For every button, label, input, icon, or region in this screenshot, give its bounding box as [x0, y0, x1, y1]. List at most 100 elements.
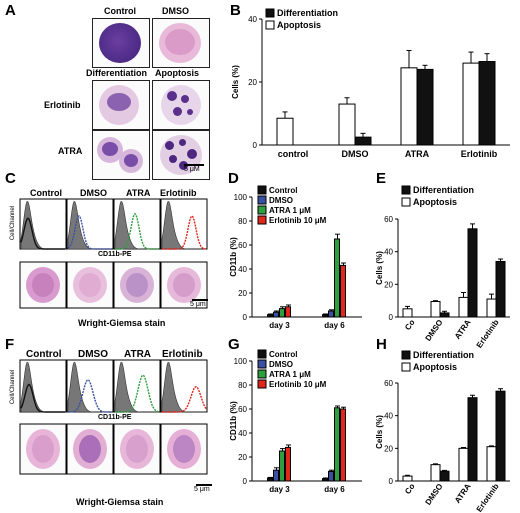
panel-c-scale-bar — [192, 299, 208, 301]
chart-e-bar — [402, 308, 413, 318]
chart-e-bar — [467, 228, 478, 318]
chart-g-category-label: day 6 — [324, 485, 345, 494]
chart-d-ytick-label: 0 — [243, 313, 248, 322]
chart-g-ytick-label: 60 — [238, 405, 247, 414]
chart-h-legend-label: Apoptosis — [413, 362, 457, 372]
chart-d-bar — [322, 314, 328, 318]
chart-b-category-label: ATRA — [405, 149, 430, 159]
chart-h-bar — [467, 397, 478, 482]
chart-d-bar — [279, 308, 285, 318]
panel-a-col-apoptosis: Apoptosis — [155, 68, 199, 78]
panel-f-nucleus — [173, 435, 195, 463]
chart-d-bar — [328, 310, 334, 318]
chart-e-bar — [495, 260, 506, 318]
panel-f-title-control: Control — [26, 349, 62, 360]
chart-d-legend-label: Control — [269, 186, 297, 195]
chart-b-bar — [354, 136, 372, 146]
chart-e-bar — [439, 312, 450, 318]
chart-d-bar — [267, 314, 273, 318]
chart-e-legend-swatch — [401, 197, 411, 207]
chart-e-bar — [458, 296, 469, 318]
chart-e-ytick-label: 20 — [384, 280, 393, 289]
panel-c-flow-curve — [162, 215, 207, 250]
panel-a-scale-bar — [184, 164, 204, 166]
chart-g-bar — [273, 469, 279, 482]
micrograph-erlotinib-apoptosis — [152, 80, 210, 130]
chart-d-ytick-label: 40 — [238, 265, 247, 274]
chart-d-legend-swatch — [257, 195, 267, 205]
panel-c-ylabel: Cell/Channel — [10, 205, 17, 241]
panel-letter-g: G — [228, 336, 240, 353]
panel-f-title-atra: ATRA — [124, 349, 152, 360]
panel-f-title-erlotinib: Erlotinib — [162, 349, 203, 360]
chart-b-legend-label: Differentiation — [277, 8, 338, 18]
chart-e-ytick-label: 0 — [389, 313, 394, 322]
panel-c-nucleus — [79, 273, 101, 297]
chart-d-legend-swatch — [257, 185, 267, 195]
chart-d-ytick-label: 60 — [238, 241, 247, 250]
chart-g-bar — [285, 446, 291, 482]
chart-h-category-label: DMSO — [424, 482, 445, 507]
panel-c-stain: Wright-Giemsa stain — [78, 318, 166, 328]
chart-d-legend-swatch — [257, 205, 267, 215]
panel-c-title-dmso: DMSO — [80, 188, 107, 198]
panel-c-flow-ref — [161, 201, 206, 250]
chart-h-ytick-label: 40 — [384, 412, 393, 421]
chart-g-ytick-label: 40 — [238, 429, 247, 438]
chart-g-ytick-label: 20 — [238, 453, 247, 462]
panel-a-col-dmso: DMSO — [162, 6, 189, 16]
panel-f-stain: Wright-Giemsa stain — [76, 497, 164, 507]
panel-c-nucleus — [32, 273, 54, 297]
chart-d-legend-label: DMSO — [269, 196, 293, 205]
chart-h-ytick-label: 0 — [389, 477, 394, 486]
panel-a-col-differentiation: Differentiation — [86, 68, 148, 78]
chart-h-legend-swatch — [401, 362, 411, 372]
chart-g-ylabel: CD11b (%) — [229, 401, 238, 441]
panel-letter-f: F — [5, 336, 15, 353]
chart-g-bar — [279, 450, 285, 482]
chart-e-category-label: Co — [403, 318, 417, 332]
panel-f-xlabel: CD11b-PE — [98, 414, 132, 421]
panel-c-title-atra: ATRA — [126, 188, 151, 198]
panel-f-flow-ref — [67, 361, 112, 413]
chart-e-bar — [486, 298, 497, 318]
chart-d-ytick-label: 20 — [238, 289, 247, 298]
chart-h-bar — [495, 390, 506, 482]
chart-g-category-label: day 3 — [269, 485, 290, 494]
panel-f-ylabel: Cell/Channel — [10, 369, 17, 405]
chart-d-legend-label: ATRA 1 μM — [269, 206, 311, 215]
chart-b-ytick-label: 40 — [248, 15, 257, 24]
chart-g-legend-label: Control — [269, 350, 297, 359]
chart-b-bar — [462, 62, 480, 146]
panel-c-title-erlotinib: Erlotinib — [160, 188, 197, 198]
chart-e-category-label: ATRA — [453, 318, 473, 341]
chart-e-legend-label: Differentiation — [413, 185, 474, 195]
micrograph-atra-differentiation — [92, 130, 150, 180]
chart-d-bar — [273, 311, 279, 318]
chart-g-legend-label: ATRA 1 μM — [269, 370, 311, 379]
chart-d-ytick-label: 80 — [238, 217, 247, 226]
panel-letter-a: A — [5, 2, 16, 19]
chart-d-category-label: day 6 — [324, 321, 345, 330]
chart-b-category-label: Erlotinib — [461, 149, 498, 159]
chart-d-ytick-label: 100 — [234, 193, 248, 202]
chart-h-category-label: Co — [403, 482, 417, 496]
chart-g-legend-swatch — [257, 369, 267, 379]
chart-h-bar — [486, 446, 497, 482]
panel-c-flow-curve — [67, 215, 112, 250]
chart-e-ylabel: Cells (%) — [375, 251, 384, 285]
chart-e-category-label: Erlotinib — [475, 318, 501, 350]
chart-b-ytick-label: 20 — [248, 78, 257, 87]
panel-c-nucleus — [173, 273, 195, 297]
chart-g-bar — [334, 407, 340, 482]
panel-f-nucleus — [126, 435, 148, 463]
panel-f-flow-ref — [161, 361, 206, 413]
panel-letter-d: D — [228, 170, 239, 187]
panel-c-flow-ref — [114, 201, 159, 250]
chart-d-bar — [334, 238, 340, 318]
chart-h-bar — [430, 464, 441, 482]
panel-c-title-control: Control — [30, 188, 62, 198]
micrograph-atra-apoptosis — [152, 130, 210, 180]
chart-g-bar — [267, 477, 273, 482]
